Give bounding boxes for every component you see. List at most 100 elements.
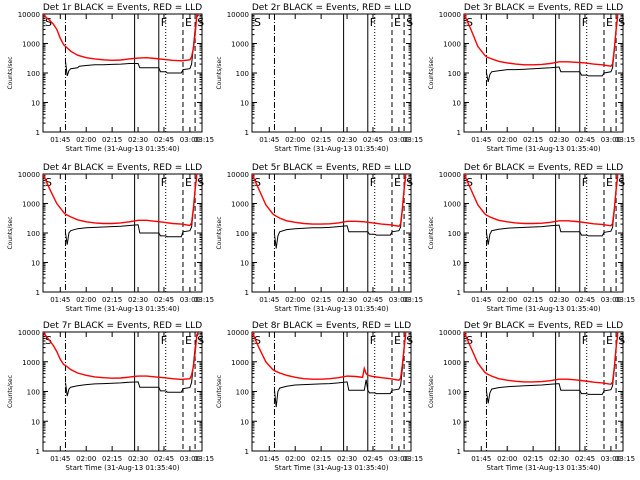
x-tick-label: 02:15 bbox=[523, 296, 543, 304]
x-tick-label: 02:15 bbox=[102, 455, 122, 463]
lld-series bbox=[43, 332, 200, 381]
y-tick-label: 10 bbox=[240, 418, 249, 426]
marker-label: E bbox=[606, 176, 613, 189]
panel-1: Det 1r BLACK = Events, RED = LLD 1 10 100 10… bbox=[7, 3, 214, 153]
panel-title: Det 2r BLACK = Events, RED = LLD bbox=[252, 3, 411, 13]
plot-frame bbox=[463, 173, 624, 293]
panel-7: Det 7r BLACK = Events, RED = LLD 1 10 100 10… bbox=[7, 321, 214, 472]
y-tick-label: 100 bbox=[448, 70, 461, 78]
data-lines bbox=[464, 174, 619, 245]
y-tick-label: 10000 bbox=[439, 329, 461, 337]
x-tick-label: 03:00 bbox=[389, 455, 409, 463]
x-tick-label: 02:30 bbox=[549, 136, 569, 144]
y-tick-label: 10000 bbox=[227, 171, 249, 179]
lld-series bbox=[252, 332, 407, 381]
marker-label: S bbox=[197, 176, 204, 189]
plot-frame bbox=[251, 173, 412, 293]
y-tick-label: 10 bbox=[240, 260, 249, 268]
marker-label: S bbox=[254, 334, 261, 347]
events-series bbox=[486, 176, 619, 245]
x-axis-label: Start Time (31-Aug-13 01:35:40) bbox=[65, 464, 179, 472]
y-tick-label: 10000 bbox=[18, 171, 40, 179]
x-axis-label: Start Time (31-Aug-13 01:35:40) bbox=[274, 464, 388, 472]
x-tick-label: 02:15 bbox=[311, 455, 331, 463]
marker-label: S bbox=[618, 16, 625, 29]
events-series bbox=[486, 334, 619, 404]
y-tick-label: 1 bbox=[36, 129, 40, 137]
y-tick-label: 1000 bbox=[443, 41, 461, 49]
x-tick-label: 01:45 bbox=[471, 136, 491, 144]
data-lines bbox=[252, 332, 407, 408]
marker-label: S bbox=[406, 16, 413, 29]
marker-label: S bbox=[406, 334, 413, 347]
lld-series bbox=[464, 174, 619, 227]
y-tick-label: 100 bbox=[448, 389, 461, 397]
y-tick-label: 1000 bbox=[22, 201, 40, 209]
x-tick-label: 02:45 bbox=[363, 296, 383, 304]
x-tick-label: 02:45 bbox=[575, 296, 595, 304]
y-tick-label: 10000 bbox=[227, 11, 249, 19]
y-tick-label: 100 bbox=[236, 389, 249, 397]
x-tick-label: 02:45 bbox=[575, 136, 595, 144]
marker-label: S bbox=[254, 16, 261, 29]
panel-title: Det 7r BLACK = Events, RED = LLD bbox=[43, 321, 202, 331]
x-tick-label: 02:45 bbox=[575, 455, 595, 463]
x-tick-label: 02:15 bbox=[523, 455, 543, 463]
y-axis-label: Counts/sec bbox=[428, 56, 435, 89]
y-axis-label: Counts/sec bbox=[7, 216, 14, 249]
x-tick-label: 03:00 bbox=[601, 296, 621, 304]
x-axis-label: Start Time (31-Aug-13 01:35:40) bbox=[486, 145, 600, 153]
x-tick-label: 02:00 bbox=[497, 296, 517, 304]
x-tick-label: 02:15 bbox=[523, 136, 543, 144]
x-axis-label: Start Time (31-Aug-13 01:35:40) bbox=[486, 305, 600, 313]
y-axis-label: Counts/sec bbox=[216, 216, 223, 249]
y-tick-label: 100 bbox=[27, 230, 40, 238]
events-series bbox=[65, 14, 199, 77]
y-tick-label: 1 bbox=[36, 289, 40, 297]
marker-label: F bbox=[370, 16, 376, 29]
y-tick-label: 1000 bbox=[443, 359, 461, 367]
marker-label: S bbox=[466, 176, 473, 189]
y-tick-label: 10 bbox=[31, 418, 40, 426]
y-tick-label: 1 bbox=[457, 448, 461, 456]
marker-label: E bbox=[606, 16, 613, 29]
y-tick-label: 10000 bbox=[18, 329, 40, 337]
events-series bbox=[65, 333, 199, 397]
x-tick-label: 02:00 bbox=[285, 296, 305, 304]
y-tick-label: 10 bbox=[31, 100, 40, 108]
marker-label: E bbox=[185, 176, 192, 189]
y-tick-label: 100 bbox=[236, 70, 249, 78]
x-tick-label: 02:30 bbox=[337, 136, 357, 144]
x-tick-label: 02:45 bbox=[363, 136, 383, 144]
x-axis-label: Start Time (31-Aug-13 01:35:40) bbox=[65, 145, 179, 153]
x-tick-label: 02:00 bbox=[76, 455, 96, 463]
marker-label: F bbox=[161, 176, 167, 189]
x-tick-label: 03:15 bbox=[615, 136, 635, 144]
x-tick-label: 02:00 bbox=[76, 136, 96, 144]
y-axis-label: Counts/sec bbox=[7, 375, 14, 408]
y-tick-label: 10 bbox=[452, 100, 461, 108]
marker-label: E bbox=[185, 16, 192, 29]
marker-label: S bbox=[197, 16, 204, 29]
x-tick-label: 02:00 bbox=[285, 136, 305, 144]
x-tick-label: 02:15 bbox=[311, 136, 331, 144]
y-axis-label: Counts/sec bbox=[428, 216, 435, 249]
x-tick-label: 03:15 bbox=[615, 296, 635, 304]
y-tick-label: 100 bbox=[448, 230, 461, 238]
x-tick-label: 01:45 bbox=[259, 136, 279, 144]
y-tick-label: 10 bbox=[31, 260, 40, 268]
y-tick-label: 10000 bbox=[439, 171, 461, 179]
x-tick-label: 02:45 bbox=[154, 136, 174, 144]
x-tick-label: 02:15 bbox=[102, 296, 122, 304]
x-tick-label: 02:30 bbox=[128, 455, 148, 463]
events-series bbox=[65, 176, 198, 245]
x-tick-label: 03:00 bbox=[180, 136, 200, 144]
panel-2: Det 2r BLACK = Events, RED = LLD 1 10 100 10… bbox=[216, 3, 423, 153]
marker-label: S bbox=[45, 16, 52, 29]
panel-5: Det 5r BLACK = Events, RED = LLD 1 10 100 10… bbox=[216, 163, 423, 313]
events-series bbox=[274, 176, 407, 249]
data-lines bbox=[464, 14, 619, 83]
x-tick-label: 02:00 bbox=[497, 455, 517, 463]
lld-series bbox=[252, 174, 407, 227]
